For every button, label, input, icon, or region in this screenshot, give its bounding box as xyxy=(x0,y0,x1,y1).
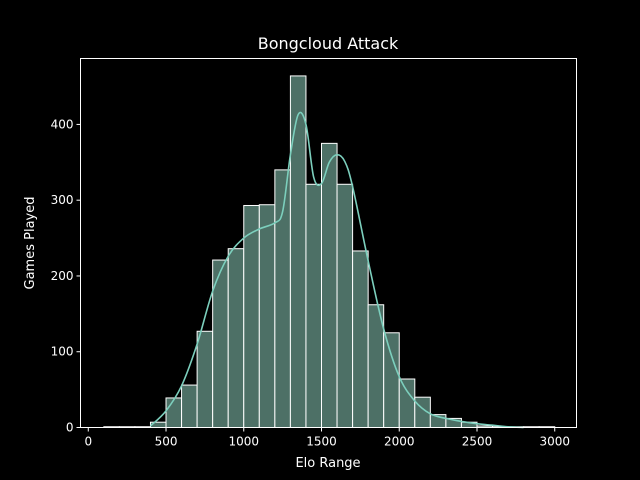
histogram-bar xyxy=(243,204,260,428)
chart-title: Bongcloud Attack xyxy=(258,34,399,53)
histogram-bar xyxy=(305,183,323,428)
x-tick-label: 3000 xyxy=(539,435,570,449)
x-tick-label: 0 xyxy=(84,435,92,449)
histogram-bar xyxy=(227,248,245,428)
y-tick-label: 0 xyxy=(66,421,74,435)
histogram-bar xyxy=(165,397,183,429)
x-tick-label: 2500 xyxy=(462,435,493,449)
y-tick-label: 200 xyxy=(51,269,74,283)
histogram-bar xyxy=(336,183,354,428)
histogram-bar xyxy=(289,75,307,429)
y-axis-label: Games Played xyxy=(23,197,38,290)
histogram-bar xyxy=(383,332,400,428)
x-tick-label: 2000 xyxy=(384,435,415,449)
y-tick-label: 100 xyxy=(51,345,74,359)
histogram-bar xyxy=(196,330,214,428)
histogram-bar xyxy=(321,142,338,428)
bars-group xyxy=(103,75,556,429)
histogram-bar xyxy=(181,384,198,428)
y-tick-label: 300 xyxy=(51,193,74,207)
x-axis-label: Elo Range xyxy=(295,456,360,471)
plot-frame xyxy=(80,58,577,428)
histogram-bar xyxy=(398,378,416,428)
histogram-bar xyxy=(352,250,369,428)
kde-group xyxy=(149,111,524,429)
y-tick-label: 400 xyxy=(51,117,74,131)
x-tick-label: 1500 xyxy=(306,435,337,449)
kde-line xyxy=(149,111,524,429)
histogram-bar xyxy=(258,204,276,428)
y-axis-ticks: 0 100 200 300 400 xyxy=(51,117,81,435)
x-tick-label: 1000 xyxy=(228,435,259,449)
x-axis-ticks: 0 500 1000 1500 2000 2500 3000 xyxy=(84,427,570,449)
x-tick-label: 500 xyxy=(155,435,178,449)
